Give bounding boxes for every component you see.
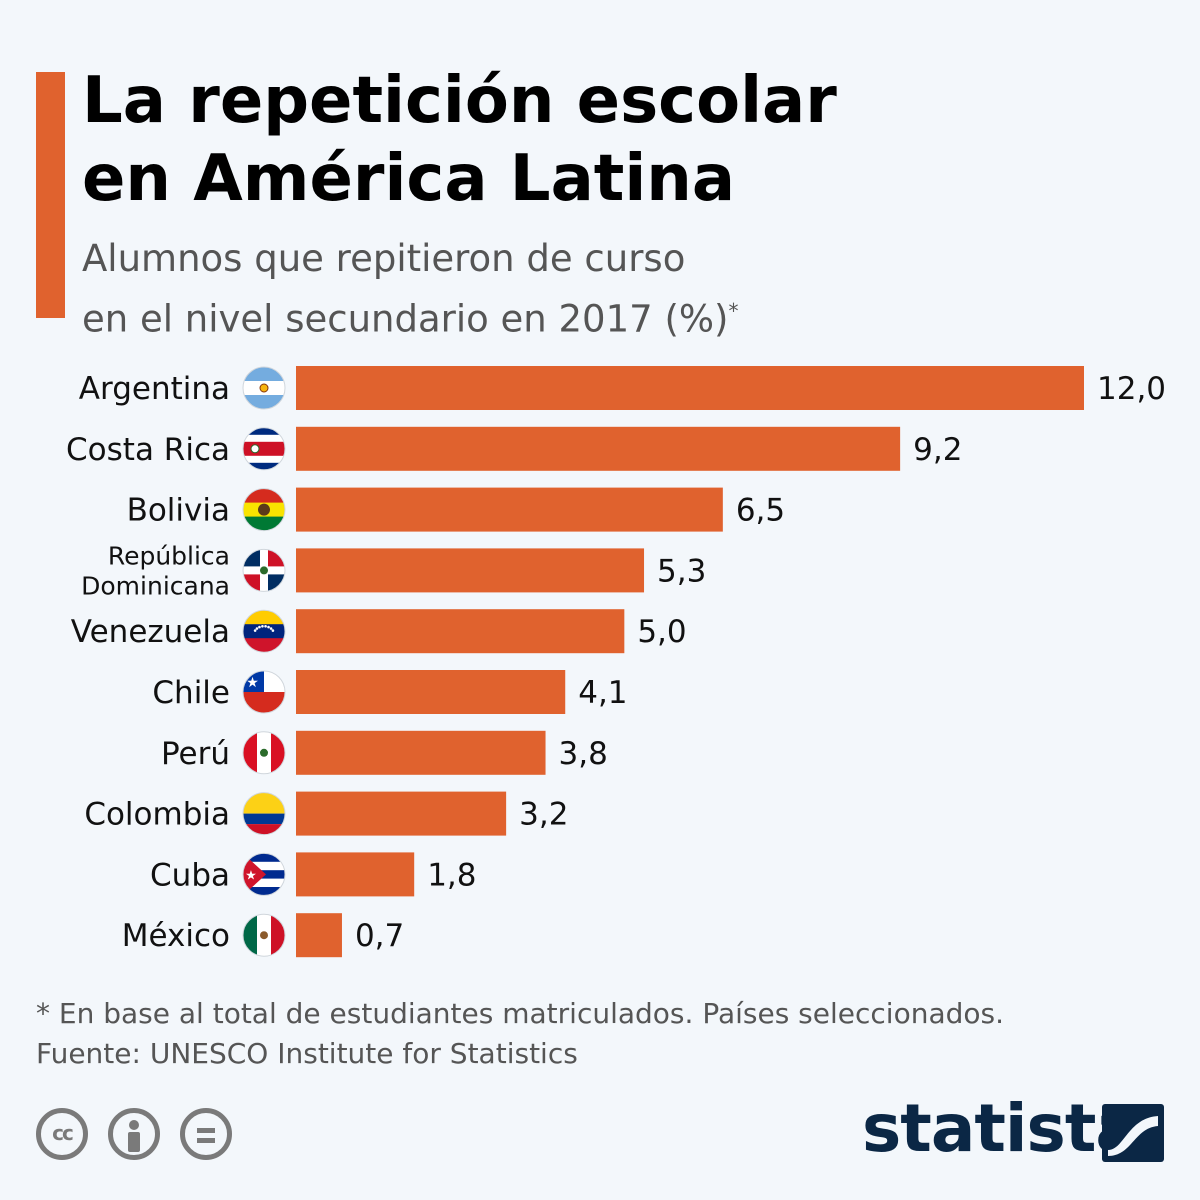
bar bbox=[296, 487, 723, 532]
value-label: 3,2 bbox=[519, 797, 568, 833]
bar bbox=[296, 913, 342, 958]
accent-bar bbox=[36, 72, 65, 318]
footnote-source: Fuente: UNESCO Institute for Statistics bbox=[36, 1037, 578, 1070]
country-label: República bbox=[108, 541, 230, 570]
flag-border bbox=[242, 731, 286, 775]
svg-text:★: ★ bbox=[245, 868, 257, 883]
bar bbox=[296, 791, 507, 836]
footnote: * En base al total de estudiantes matric… bbox=[36, 994, 1004, 1074]
flag-border bbox=[242, 913, 286, 957]
bar bbox=[296, 609, 625, 654]
flag-border bbox=[242, 366, 286, 410]
value-label: 5,3 bbox=[657, 553, 706, 589]
flag-border bbox=[242, 427, 286, 471]
subtitle-asterisk: * bbox=[728, 299, 739, 323]
value-label: 4,1 bbox=[578, 675, 627, 711]
page-title: La repetición escolar en América Latina bbox=[82, 62, 1082, 218]
country-label: Chile bbox=[152, 675, 230, 711]
bar-chart: Argentina 12,0 Costa Rica 9,2 Bolivia 6,5 Repú… bbox=[66, 366, 1166, 958]
value-label: 0,7 bbox=[355, 918, 404, 954]
mexico-flag-icon bbox=[243, 914, 285, 957]
attribution-icon[interactable] bbox=[108, 1108, 160, 1160]
peru-flag-icon bbox=[243, 731, 285, 774]
bar bbox=[296, 366, 1084, 410]
bar bbox=[296, 548, 645, 593]
value-label: 12,0 bbox=[1097, 371, 1166, 407]
chile-flag-icon: ★ bbox=[243, 671, 285, 713]
country-label: Bolivia bbox=[127, 493, 230, 529]
flag-border bbox=[242, 609, 286, 653]
flag-border bbox=[242, 670, 286, 714]
flag-border bbox=[242, 792, 286, 836]
country-label: Colombia bbox=[84, 797, 230, 833]
subtitle-line-2: en el nivel secundario en 2017 (%) bbox=[82, 297, 729, 341]
title-line-2: en América Latina bbox=[82, 142, 736, 216]
country-label: Argentina bbox=[79, 371, 230, 407]
svg-text:★: ★ bbox=[246, 675, 259, 691]
value-label: 1,8 bbox=[427, 857, 476, 893]
country-label: Cuba bbox=[150, 857, 230, 893]
title-line-1: La repetición escolar bbox=[82, 64, 837, 138]
country-label: Costa Rica bbox=[66, 432, 230, 468]
country-label: México bbox=[122, 918, 230, 954]
subtitle-line-1: Alumnos que repitieron de curso bbox=[82, 237, 686, 280]
value-label: 3,8 bbox=[559, 736, 608, 772]
country-label: Venezuela bbox=[71, 614, 230, 650]
bar bbox=[296, 426, 901, 471]
bar bbox=[296, 730, 546, 775]
no-derivatives-icon[interactable] bbox=[180, 1108, 232, 1160]
country-label: Dominicana bbox=[81, 571, 230, 600]
subtitle: Alumnos que repitieron de curso en el ni… bbox=[82, 233, 982, 345]
cuba-flag-icon: ★ bbox=[243, 853, 285, 896]
colombia-flag-icon bbox=[243, 792, 285, 835]
flag-border bbox=[242, 852, 286, 896]
statista-logo-icon bbox=[1102, 1104, 1164, 1162]
value-label: 9,2 bbox=[913, 432, 962, 468]
statista-logo-text[interactable]: statista bbox=[862, 1090, 1140, 1167]
country-label: Perú bbox=[161, 736, 230, 772]
flag-border bbox=[242, 548, 286, 592]
footnote-note: * En base al total de estudiantes matric… bbox=[36, 997, 1004, 1030]
bolivia-flag-icon bbox=[243, 488, 285, 531]
value-label: 6,5 bbox=[736, 493, 785, 529]
argentina-flag-icon bbox=[243, 367, 285, 409]
costa-rica-flag-icon bbox=[243, 427, 285, 470]
bar bbox=[296, 670, 566, 714]
cc-icon[interactable]: cc bbox=[36, 1108, 88, 1160]
flag-border bbox=[242, 488, 286, 532]
bar bbox=[296, 852, 415, 897]
venezuela-flag-icon bbox=[243, 610, 285, 653]
value-label: 5,0 bbox=[637, 614, 686, 650]
